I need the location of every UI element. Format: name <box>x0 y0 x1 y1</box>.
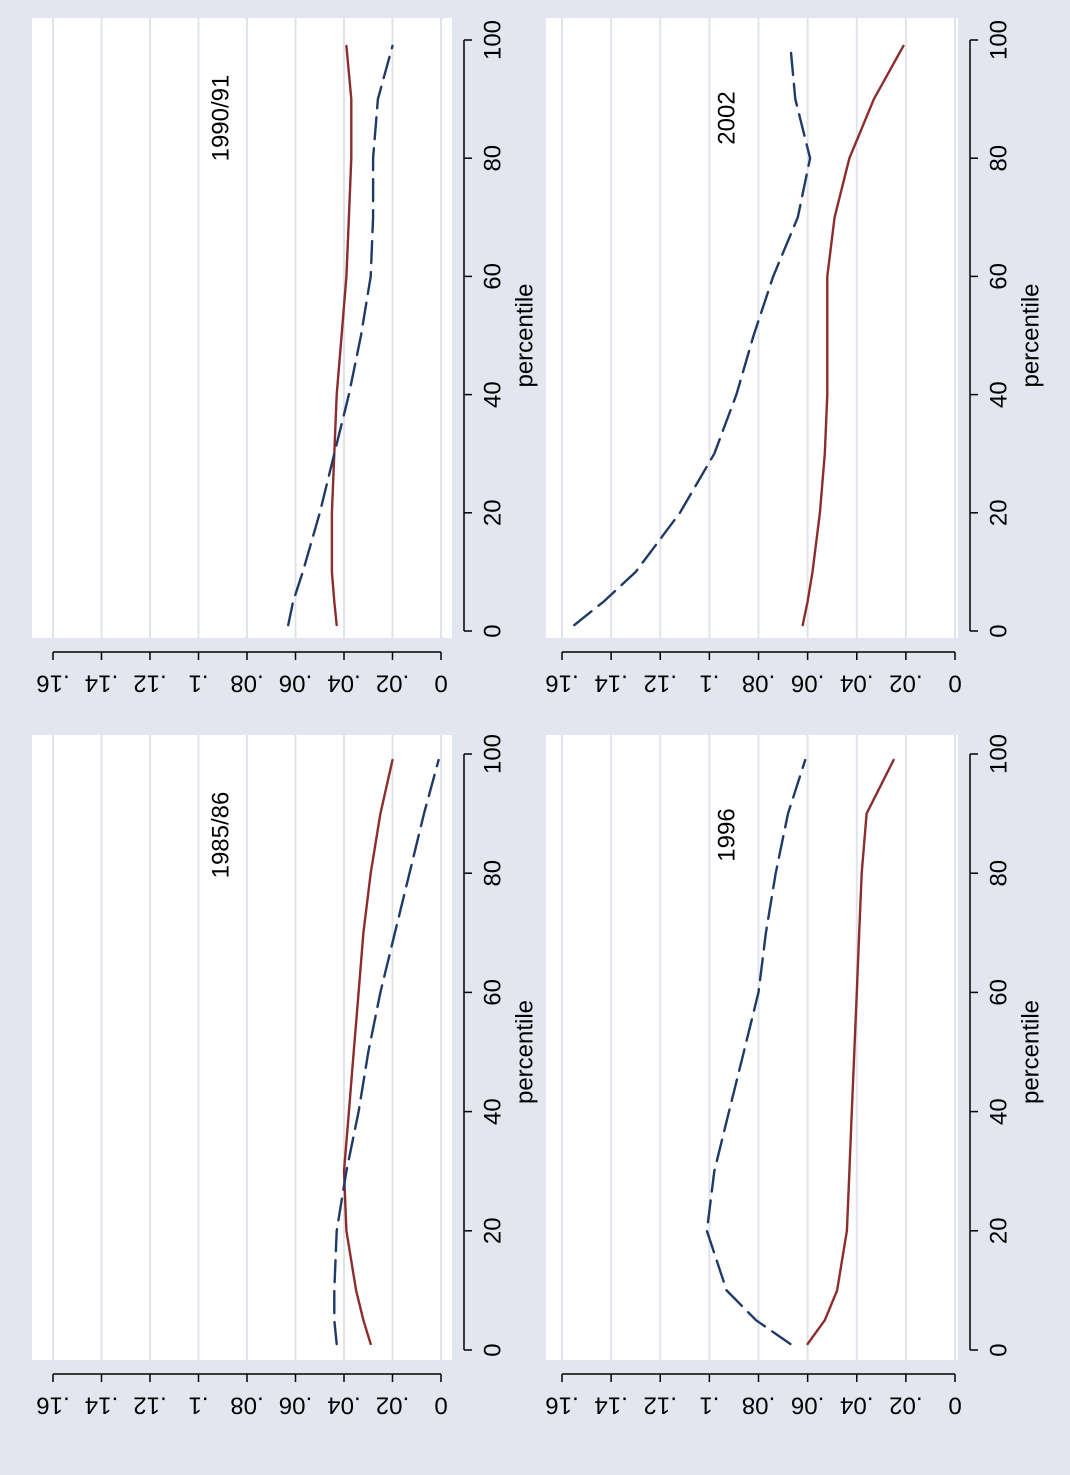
x-tick-label: 60 <box>985 979 1012 1006</box>
dashed-series-line <box>573 44 812 627</box>
solid-series-line <box>806 758 895 1346</box>
x-tick-label: 0 <box>985 1343 1012 1356</box>
x-axis-label: percentile <box>1017 1000 1044 1104</box>
x-tick-label: 20 <box>479 1217 506 1244</box>
x-tick-label: 20 <box>985 499 1012 526</box>
plot-area <box>546 735 958 1360</box>
plot-area <box>32 735 452 1360</box>
y-tick-label: .12 <box>133 670 166 697</box>
panel-title: 1990/91 <box>207 75 234 162</box>
panel-title: 2002 <box>713 91 740 144</box>
x-axis-label: percentile <box>1017 283 1044 387</box>
x-tick-label: 40 <box>985 381 1012 408</box>
y-tick-label: .12 <box>644 670 677 697</box>
y-tick-label: .06 <box>791 670 824 697</box>
y-tick-label: .1 <box>188 670 208 697</box>
y-tick-label: 0 <box>948 670 961 697</box>
x-tick-label: 100 <box>985 734 1012 774</box>
y-tick-label: .14 <box>594 1392 627 1419</box>
y-tick-label: .02 <box>376 670 409 697</box>
panel-1990: 0 .02 .04 .06 .08 .1 .12 .14 .16 0 20 40 60 80 100 perc… <box>32 18 538 697</box>
dashed-series-line <box>287 44 394 627</box>
y-tick-label: .16 <box>545 1392 578 1419</box>
y-tick-label: .14 <box>594 670 627 697</box>
y-tick-label: .04 <box>840 670 873 697</box>
plot-area <box>546 18 958 638</box>
x-tick-label: 100 <box>479 734 506 774</box>
y-tick-label: .02 <box>889 670 922 697</box>
y-tick-label: .08 <box>742 670 775 697</box>
x-tick-label: 40 <box>479 1098 506 1125</box>
y-tick-label: .16 <box>36 1392 69 1419</box>
y-tick-label: .1 <box>188 1392 208 1419</box>
x-axis-label: percentile <box>511 283 538 387</box>
x-axis-label: percentile <box>511 1000 538 1104</box>
y-tick-label: .08 <box>742 1392 775 1419</box>
panel-title: 1985/86 <box>207 792 234 879</box>
y-tick-label: .14 <box>85 670 118 697</box>
solid-series-line <box>330 44 353 627</box>
y-tick-label: .1 <box>699 1392 719 1419</box>
y-tick-label: .06 <box>791 1392 824 1419</box>
panel-title: 1996 <box>713 808 740 861</box>
x-tick-label: 60 <box>479 263 506 290</box>
x-tick-label: 20 <box>479 499 506 526</box>
panel-1985: 0 .02 .04 .06 .08 .1 .12 .14 .16 0 20 40 60 80 100 perc… <box>32 734 538 1419</box>
dashed-series-line <box>333 758 440 1346</box>
y-tick-label: .04 <box>327 670 360 697</box>
x-tick-label: 60 <box>479 979 506 1006</box>
y-tick-label: 0 <box>434 1392 447 1419</box>
x-tick-label: 100 <box>479 20 506 60</box>
x-tick-label: 20 <box>985 1217 1012 1244</box>
y-tick-label: 0 <box>434 670 447 697</box>
y-tick-label: .06 <box>279 1392 312 1419</box>
y-tick-label: .08 <box>230 1392 263 1419</box>
x-tick-label: 0 <box>479 624 506 637</box>
x-tick-label: 60 <box>985 263 1012 290</box>
y-tick-label: .16 <box>36 670 69 697</box>
x-tick-label: 80 <box>479 145 506 172</box>
x-tick-label: 80 <box>985 145 1012 172</box>
y-tick-label: .12 <box>133 1392 166 1419</box>
y-tick-label: .04 <box>327 1392 360 1419</box>
x-tick-label: 40 <box>985 1098 1012 1125</box>
solid-series-line <box>342 758 394 1346</box>
y-tick-label: 0 <box>948 1392 961 1419</box>
y-tick-label: .1 <box>699 670 719 697</box>
y-tick-label: .06 <box>279 670 312 697</box>
x-tick-label: 80 <box>479 860 506 887</box>
x-tick-label: 100 <box>985 20 1012 60</box>
panel-2002: 0 .02 .04 .06 .08 .1 .12 .14 .16 0 20 40 60 80 100 perc… <box>545 18 1044 697</box>
y-tick-label: .04 <box>840 1392 873 1419</box>
solid-series-line <box>801 44 905 627</box>
x-tick-label: 0 <box>985 624 1012 637</box>
x-tick-label: 80 <box>985 860 1012 887</box>
panel-1996: 0 .02 .04 .06 .08 .1 .12 .14 .16 0 20 40 60 80 100 perc… <box>545 734 1044 1419</box>
y-tick-label: .02 <box>376 1392 409 1419</box>
y-tick-label: .16 <box>545 670 578 697</box>
y-tick-label: .02 <box>889 1392 922 1419</box>
x-tick-label: 0 <box>479 1343 506 1356</box>
y-tick-label: .08 <box>230 670 263 697</box>
plot-area <box>32 18 452 638</box>
y-tick-label: .12 <box>644 1392 677 1419</box>
dashed-series-line <box>705 758 807 1346</box>
x-tick-label: 40 <box>479 381 506 408</box>
y-tick-label: .14 <box>85 1392 118 1419</box>
